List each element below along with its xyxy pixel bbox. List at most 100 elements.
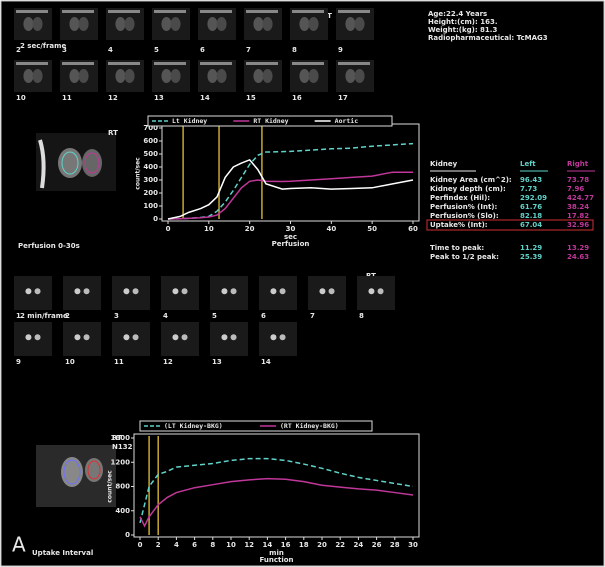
frame-kidney [368,288,375,295]
table-cell: Uptake% (Int): [430,221,488,229]
frame-streak [154,62,186,65]
patient-info: Weight:(kg): 81.3 [428,26,497,34]
frame-label: 4 [163,312,168,320]
frame-label: 13 [154,94,164,102]
y-axis-label: count/sec [107,470,114,503]
x-tick-label: 20 [317,541,327,549]
frame-label: 8 [359,312,364,320]
x-tick-label: 40 [326,225,336,233]
frame-label: 12 [108,94,118,102]
perfusion-label: Perfusion 0-30s [18,242,80,250]
y-tick-label: 700 [143,124,158,132]
x-tick-label: 50 [367,225,377,233]
series-line [167,171,413,220]
x-tick-label: 2 [156,541,161,549]
table-cell: 32.96 [567,221,589,229]
table-header: Left [520,160,536,168]
frame-kidney [221,334,228,341]
frame-label: 10 [16,94,26,102]
frame [210,322,248,356]
frame-label: 2 [16,46,21,54]
roi-id: N132 [112,443,133,451]
frame-kidney [221,288,228,295]
legend-label: Aortic [335,117,359,125]
series-line [139,457,414,524]
frame-kidney [377,288,384,295]
frame [161,276,199,310]
frame-kidney [181,334,188,341]
frame-streak [62,62,94,65]
frame-kidney [230,334,237,341]
frame [63,322,101,356]
table-cell: Time to peak: [430,244,484,252]
frame-streak [16,62,48,65]
roi-orientation: RT [112,434,122,442]
frame-kidney [308,17,319,31]
frame-kidney [161,17,172,31]
frame-kidney [354,17,365,31]
frame-kidney [207,17,218,31]
frame-label: 14 [200,94,210,102]
frame-streak [246,10,278,13]
frame [14,276,52,310]
x-tick-label: 6 [192,541,197,549]
x-axis-label: sec [284,233,297,241]
table-cell: 25.39 [520,253,542,261]
table-cell: Perfusion% (Int): [430,203,498,211]
frame-kidney [69,17,80,31]
x-tick-label: 22 [335,541,345,549]
frame-streak [154,10,186,13]
frame-label: 16 [292,94,302,102]
y-tick-label: 500 [143,150,158,158]
frame-kidney [124,69,135,83]
patient-info: Radiopharmaceutical: TcMAG3 [428,34,548,42]
legend-label: (RT Kidney-BKG) [280,422,339,430]
frame [259,322,297,356]
table-cell: 292.09 [520,194,547,202]
frame-label: 9 [338,46,343,54]
frame-label: 6 [261,312,266,320]
table-cell: 7.96 [567,185,584,193]
frame [210,276,248,310]
frame-kidney [262,17,273,31]
frame-kidney [74,288,81,295]
frame-label: 14 [261,358,271,366]
frame [63,276,101,310]
frame-label: 1 [16,312,21,320]
frame-label: 13 [212,358,222,366]
frame-rate: 2 sec/frame [20,42,66,50]
row-highlight [426,219,594,231]
panel-letter: A [12,533,26,557]
table-cell: 7.73 [520,185,537,193]
table-cell: 17.82 [567,212,589,220]
roi-image-top [36,133,116,191]
series-line [167,158,414,220]
frame-kidney [78,17,89,31]
x-tick-label: 0 [138,541,143,549]
frame-label: 5 [154,46,159,54]
frame-label: 7 [310,312,315,320]
x-tick-label: 20 [245,225,255,233]
frame-streak [108,62,140,65]
y-axis-label: count/sec [135,157,142,190]
table-header: Right [567,160,589,168]
series-line [139,477,414,528]
frame-label: 10 [65,358,75,366]
frame-kidney [32,17,43,31]
x-tick-label: 10 [226,541,236,549]
frame-kidney [279,288,286,295]
frame [357,276,395,310]
frame-streak [200,10,232,13]
x-tick-label: 30 [286,225,296,233]
y-tick-label: 400 [143,163,158,171]
table-cell: 73.78 [567,176,589,184]
frame-kidney [328,288,335,295]
table-cell: Kidney depth (cm): [430,185,506,193]
y-tick-label: 0 [125,531,130,539]
frame-kidney [279,334,286,341]
x-tick-label: 24 [354,541,364,549]
patient-info: Age:22.4 Years [428,10,487,18]
frame-streak [108,10,140,13]
frame-kidney [170,69,181,83]
frame-kidney [161,69,172,83]
